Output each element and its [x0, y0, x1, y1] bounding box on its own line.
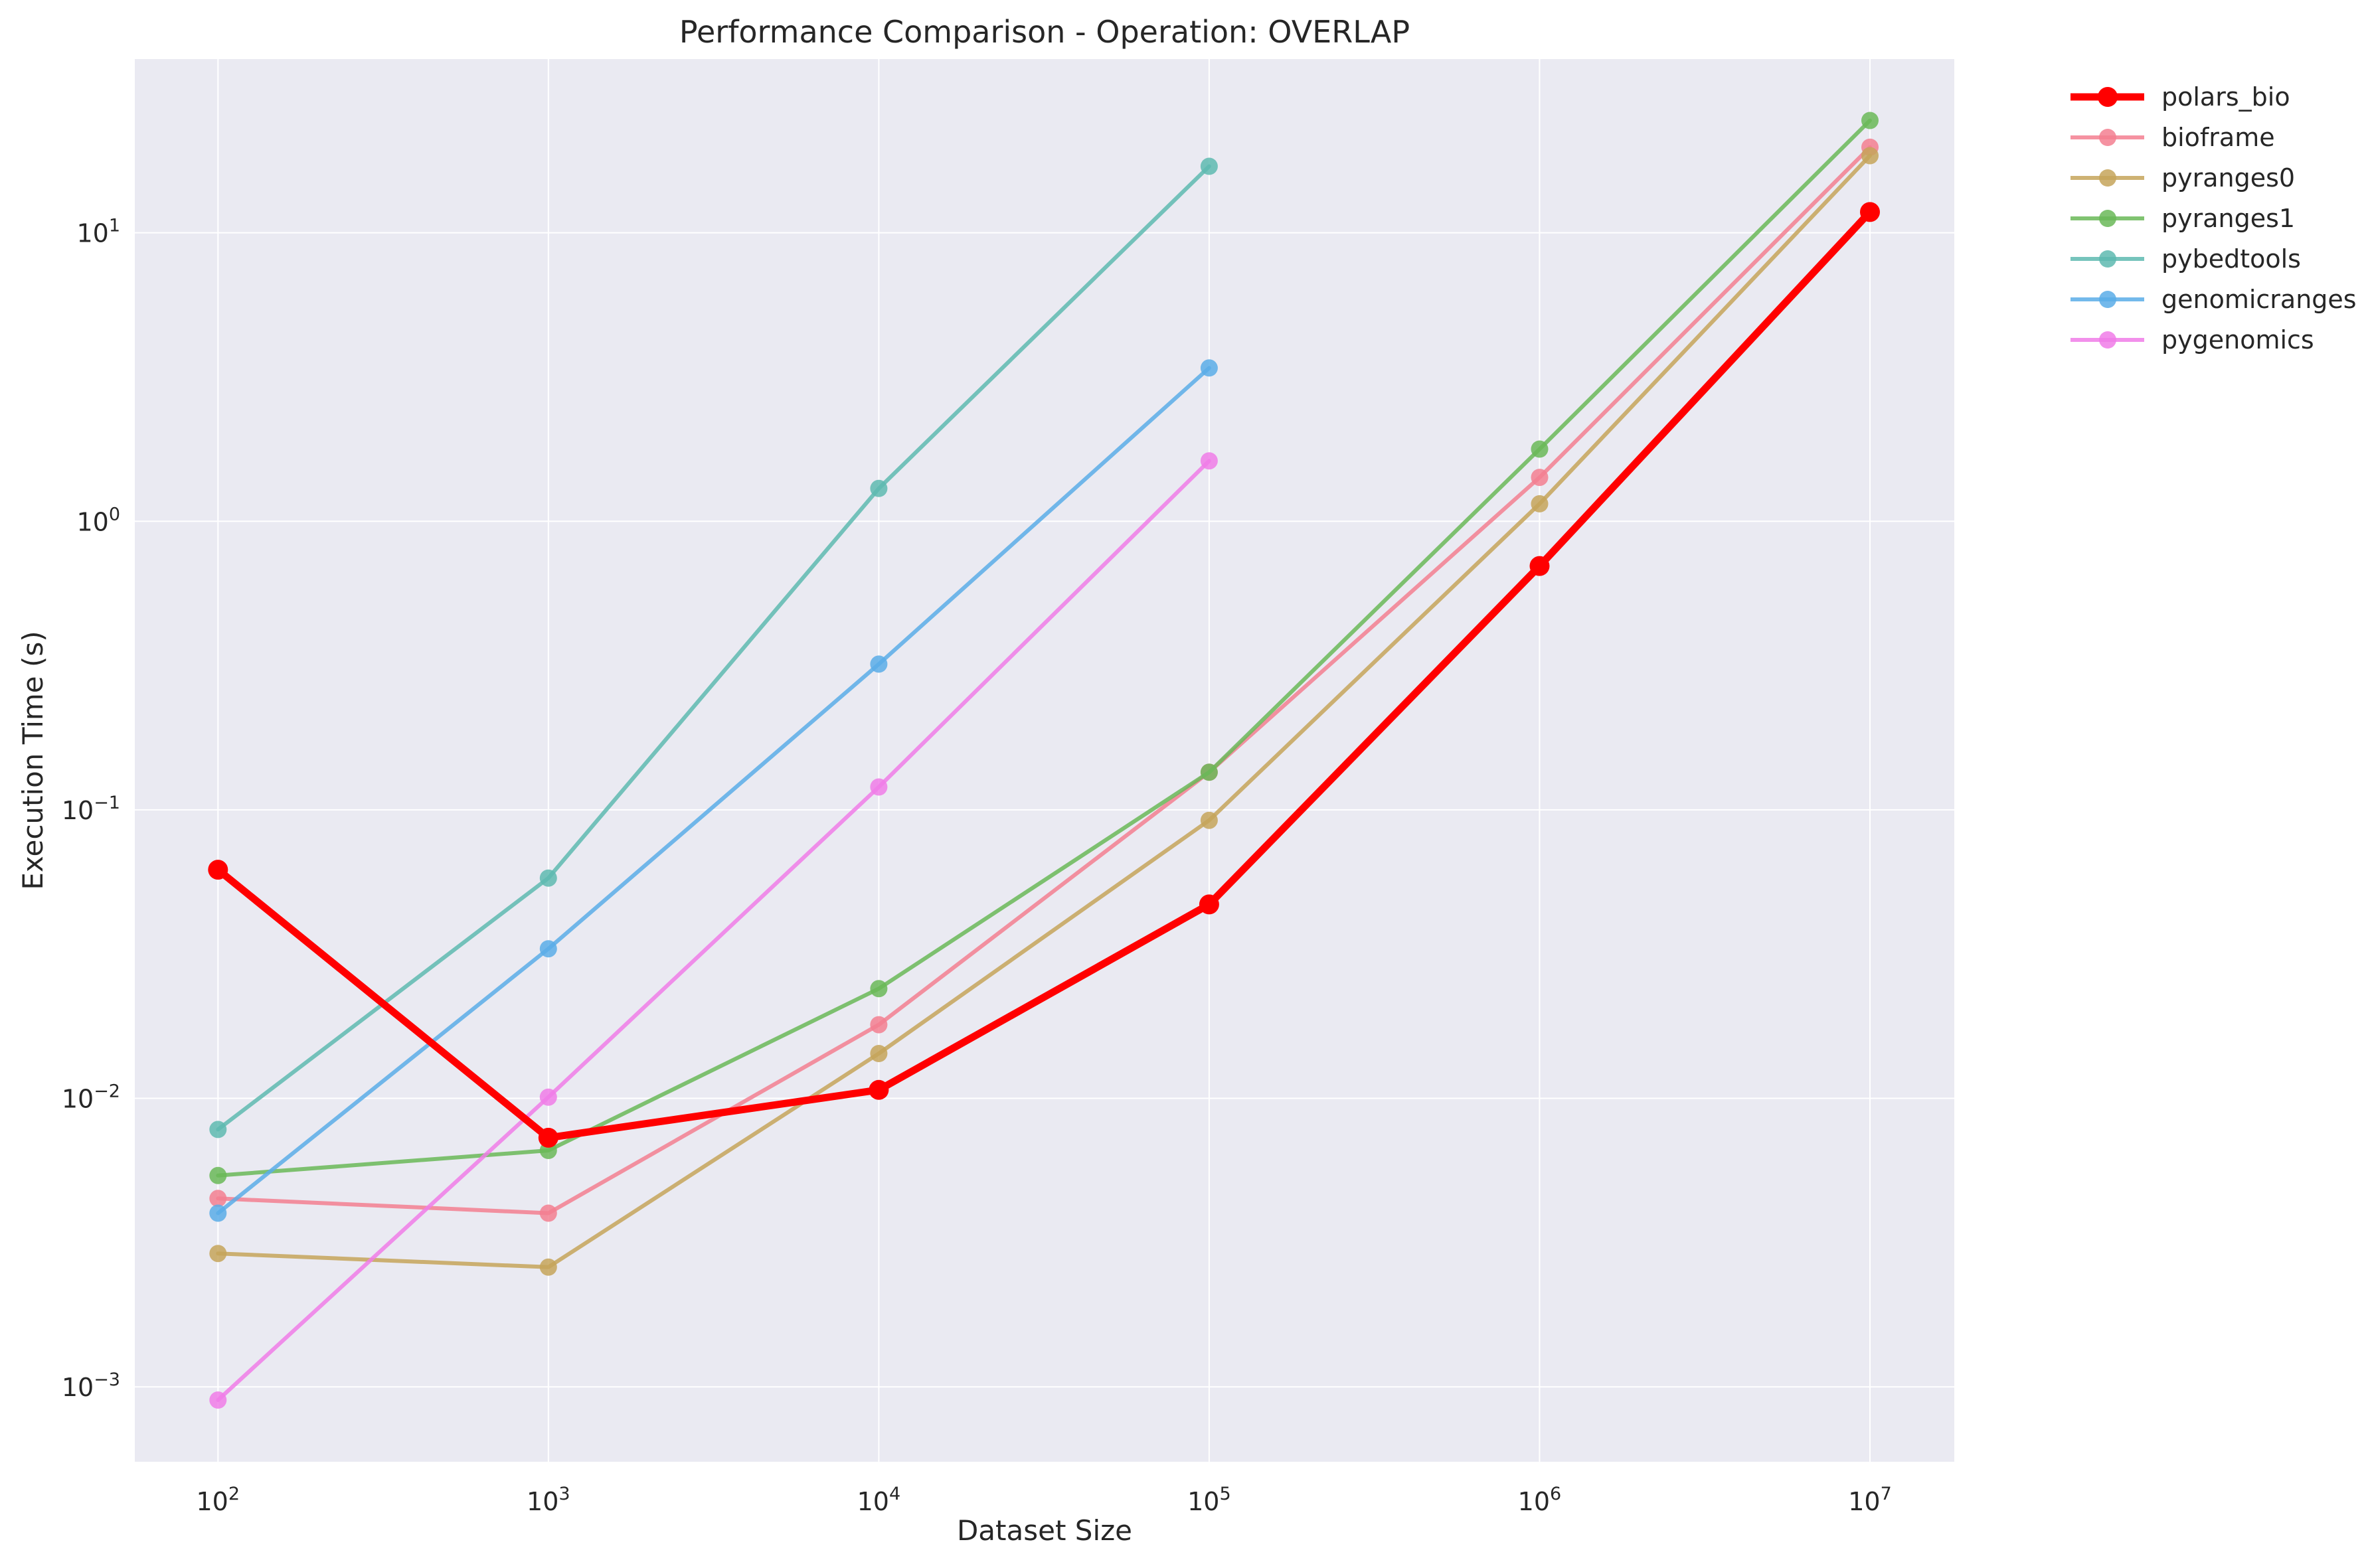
series-layer	[208, 112, 1880, 1409]
legend-label: genomicranges	[2161, 285, 2357, 314]
series-line-polars_bio	[214, 208, 1874, 1142]
legend-label: pygenomics	[2161, 325, 2314, 354]
legend-label: bioframe	[2161, 123, 2275, 152]
data-point-pyranges0	[1200, 811, 1218, 829]
legend-swatch-marker	[2099, 250, 2116, 268]
series-line-pygenomics	[216, 459, 1211, 1402]
data-point-pyranges1	[1531, 440, 1549, 458]
legend-swatch-marker	[2099, 169, 2116, 187]
legend-swatch-marker	[2099, 129, 2116, 146]
data-point-pybedtools	[870, 479, 888, 497]
data-point-bioframe	[539, 1204, 557, 1222]
data-point-pyranges1	[1861, 112, 1879, 129]
series-pygenomics	[209, 452, 1218, 1409]
data-point-genomicranges	[209, 1204, 227, 1222]
x-tick-label: 104	[857, 1484, 901, 1516]
series-pyranges1	[209, 112, 1879, 1184]
data-point-polars_bio	[208, 860, 228, 880]
legend-swatch-marker	[2099, 331, 2116, 349]
series-line-bioframe	[216, 145, 1872, 1215]
data-point-polars_bio	[538, 1127, 558, 1148]
data-point-bioframe	[1531, 469, 1549, 487]
x-tick-label: 107	[1848, 1484, 1892, 1516]
data-point-pygenomics	[870, 778, 888, 796]
data-point-polars_bio	[1529, 556, 1550, 576]
x-tick-label: 102	[197, 1484, 240, 1516]
data-point-bioframe	[870, 1016, 888, 1034]
data-point-pyranges0	[209, 1245, 227, 1263]
data-point-pyranges1	[1200, 763, 1218, 781]
y-tick-label: 101	[76, 216, 120, 248]
x-tick-label: 105	[1187, 1484, 1231, 1516]
x-tick-label: 106	[1518, 1484, 1562, 1516]
data-point-pybedtools	[539, 869, 557, 887]
data-point-pybedtools	[1200, 157, 1218, 175]
legend-item-pyranges0: pyranges0	[2070, 163, 2295, 193]
series-line-genomicranges	[216, 366, 1211, 1215]
legend-swatch-marker	[2099, 210, 2116, 227]
y-axis-ticks: 10−3 10−2 10−1 100 101	[62, 216, 120, 1402]
data-point-pyranges1	[870, 980, 888, 998]
data-point-bioframe	[209, 1190, 227, 1208]
data-point-polars_bio	[1860, 202, 1880, 222]
x-tick-label: 103	[527, 1484, 570, 1516]
legend-item-genomicranges: genomicranges	[2070, 285, 2357, 314]
series-pyranges0	[209, 147, 1879, 1276]
series-line-pyranges0	[216, 153, 1872, 1269]
legend: polars_bio bioframe pyranges0 pyranges1 pybe…	[2070, 82, 2357, 354]
legend-item-pybedtools: pybedtools	[2070, 244, 2301, 274]
data-point-pyranges0	[870, 1045, 888, 1062]
legend-label: pyranges0	[2161, 163, 2295, 193]
y-tick-label: 10−2	[62, 1081, 120, 1114]
data-point-pyranges1	[209, 1166, 227, 1184]
chart-title: Performance Comparison - Operation: OVER…	[679, 14, 1410, 50]
data-point-pygenomics	[539, 1088, 557, 1106]
data-point-pygenomics	[1200, 452, 1218, 470]
data-point-pyranges0	[1861, 147, 1879, 165]
data-point-pygenomics	[209, 1391, 227, 1409]
legend-label: pyranges1	[2161, 204, 2295, 233]
data-point-genomicranges	[539, 940, 557, 958]
data-point-pyranges0	[1531, 495, 1549, 512]
plot-area	[135, 59, 1954, 1462]
legend-swatch-marker	[2099, 291, 2116, 308]
data-point-polars_bio	[1199, 894, 1219, 915]
series-polars_bio	[208, 202, 1880, 1148]
legend-item-bioframe: bioframe	[2070, 123, 2275, 152]
data-point-genomicranges	[1200, 359, 1218, 377]
data-point-genomicranges	[870, 655, 888, 673]
legend-swatch-marker	[2098, 87, 2118, 107]
data-point-pyranges0	[539, 1258, 557, 1276]
series-genomicranges	[209, 359, 1218, 1222]
legend-item-pyranges1: pyranges1	[2070, 204, 2295, 233]
y-tick-label: 10−1	[62, 793, 120, 825]
y-axis-label: Execution Time (s)	[17, 631, 49, 890]
series-line-pyranges1	[216, 118, 1872, 1178]
grid	[135, 59, 1954, 1462]
y-tick-label: 100	[76, 504, 120, 536]
legend-label: pybedtools	[2161, 244, 2301, 274]
legend-item-pygenomics: pygenomics	[2070, 325, 2314, 354]
x-axis-ticks: 102 103 104 105 106 107	[197, 1484, 1892, 1516]
legend-item-polars_bio: polars_bio	[2070, 82, 2290, 112]
data-point-pybedtools	[209, 1121, 227, 1138]
legend-label: polars_bio	[2161, 82, 2290, 112]
y-tick-label: 10−3	[62, 1370, 120, 1402]
data-point-polars_bio	[869, 1079, 889, 1100]
x-axis-label: Dataset Size	[957, 1514, 1132, 1547]
